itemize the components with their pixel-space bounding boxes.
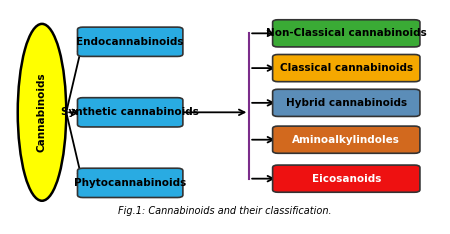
Text: Synthetic cannabinoids: Synthetic cannabinoids <box>61 107 199 117</box>
Text: Classical cannabinoids: Classical cannabinoids <box>280 63 413 73</box>
Text: Non-Classical cannabinoids: Non-Classical cannabinoids <box>266 28 427 38</box>
Text: Phytocannabinoids: Phytocannabinoids <box>74 178 186 188</box>
Ellipse shape <box>18 24 66 201</box>
Text: Aminoalkylindoles: Aminoalkylindoles <box>292 135 400 145</box>
Text: Fig.1: Cannabinoids and their classification.: Fig.1: Cannabinoids and their classifica… <box>118 205 332 216</box>
FancyBboxPatch shape <box>77 27 183 56</box>
FancyBboxPatch shape <box>273 126 420 153</box>
FancyBboxPatch shape <box>273 89 420 117</box>
Text: Cannabinoids: Cannabinoids <box>37 73 47 152</box>
FancyBboxPatch shape <box>77 98 183 127</box>
Text: Hybrid cannabinoids: Hybrid cannabinoids <box>286 98 407 108</box>
FancyBboxPatch shape <box>77 168 183 197</box>
FancyBboxPatch shape <box>273 55 420 82</box>
FancyBboxPatch shape <box>273 20 420 47</box>
Text: Eicosanoids: Eicosanoids <box>311 174 381 184</box>
Text: Endocannabinoids: Endocannabinoids <box>76 37 184 47</box>
FancyBboxPatch shape <box>273 165 420 192</box>
